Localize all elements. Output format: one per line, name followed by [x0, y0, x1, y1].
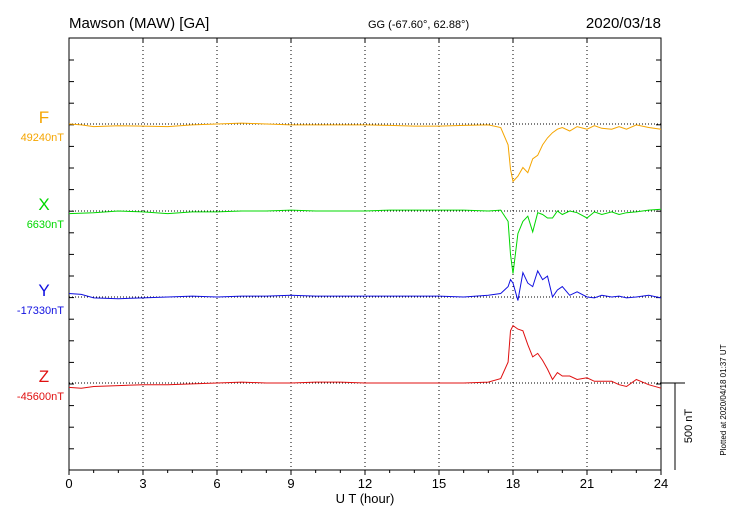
x-tick-label: 12	[358, 476, 372, 491]
series-name-z: Z	[39, 367, 49, 386]
series-line-y	[68, 269, 662, 301]
x-tick-label: 24	[654, 476, 668, 491]
x-tick-label: 3	[139, 476, 146, 491]
series-line-z	[68, 324, 662, 389]
series-labels: F 49240nT X 6630nT Y -17330nT Z -45600nT	[17, 108, 64, 403]
series-name-f: F	[39, 108, 49, 127]
x-tick-label: 18	[506, 476, 520, 491]
series-line-x	[68, 208, 662, 274]
series-baseline-f: 49240nT	[21, 132, 65, 144]
series-baseline-x: 6630nT	[27, 219, 65, 231]
x-axis-ticks: 0 3 6 9 12 15 18 21 24	[65, 38, 668, 491]
x-tick-label: 9	[287, 476, 294, 491]
x-tick-label: 6	[213, 476, 220, 491]
series-lines	[68, 122, 662, 389]
vertical-grid	[142, 38, 588, 470]
plotted-timestamp: Plotted at 2020/04/18 01:37 UT	[719, 344, 728, 455]
series-baseline-y: -17330nT	[17, 305, 64, 317]
chart-date: 2020/03/18	[586, 15, 661, 32]
scale-bar: 500 nT	[661, 382, 695, 470]
station-coordinates: GG (-67.60°, 62.88°)	[368, 19, 469, 31]
series-line-f	[68, 122, 662, 183]
x-tick-label: 0	[65, 476, 72, 491]
x-tick-label: 15	[432, 476, 446, 491]
x-axis-label: U T (hour)	[336, 491, 395, 506]
x-tick-label: 21	[580, 476, 594, 491]
scale-bar-label: 500 nT	[683, 409, 695, 444]
series-name-x: X	[38, 195, 49, 214]
series-baseline-z: -45600nT	[17, 391, 64, 403]
series-name-y: Y	[38, 281, 49, 300]
station-title: Mawson (MAW) [GA]	[69, 15, 209, 32]
